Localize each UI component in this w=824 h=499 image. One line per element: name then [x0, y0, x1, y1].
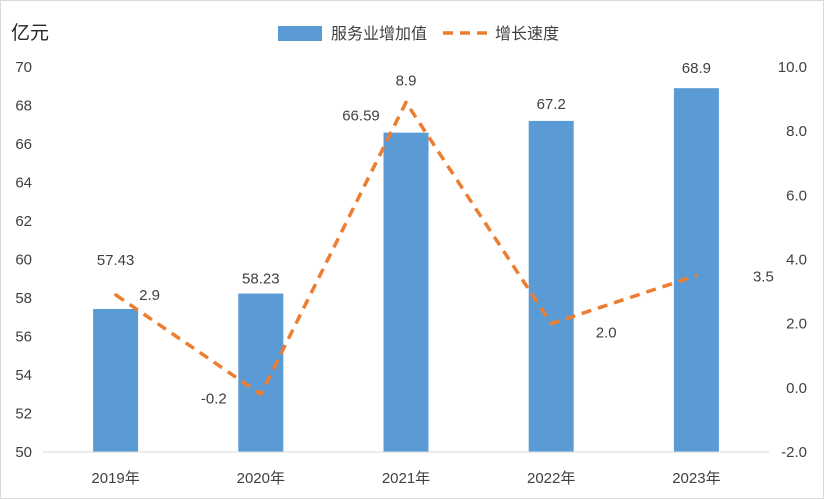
bar-data-label: 67.2 [537, 96, 566, 113]
y-left-tick-label: 64 [15, 175, 32, 192]
x-tick-label: 2022年 [527, 470, 575, 487]
legend-line-label: 增长速度 [495, 25, 559, 43]
x-tick-label: 2023年 [672, 470, 720, 487]
y-left-tick-label: 70 [15, 59, 32, 76]
growth-rate-point [404, 100, 408, 104]
y-right-tick-label: 4.0 [786, 252, 807, 269]
y-right-tick-label: 2.0 [786, 316, 807, 333]
growth-rate-point [114, 293, 118, 297]
bar [528, 120, 574, 453]
y-right-tick-label: 8.0 [786, 123, 807, 140]
y-left-tick-label: 52 [15, 406, 32, 423]
y-right-tick-label: -2.0 [781, 444, 807, 461]
y-left-tick-label: 58 [15, 290, 32, 307]
x-tick-label: 2021年 [382, 470, 430, 487]
legend-bar-label: 服务业增加值 [331, 25, 427, 43]
legend-bar-swatch [278, 26, 322, 41]
line-data-label: -0.2 [201, 390, 227, 407]
line-data-label: 8.9 [396, 72, 417, 89]
y-right-tick-label: 6.0 [786, 187, 807, 204]
growth-rate-point [549, 322, 553, 326]
y-left-tick-label: 60 [15, 252, 32, 269]
bar-data-label: 68.9 [682, 60, 711, 77]
y-left-tick-label: 56 [15, 329, 32, 346]
line-data-label: 2.0 [596, 325, 617, 342]
y-left-tick-label: 62 [15, 213, 32, 230]
x-tick-label: 2019年 [91, 470, 139, 487]
y-right-tick-label: 0.0 [786, 380, 807, 397]
x-tick-label: 2020年 [237, 470, 285, 487]
bar-data-label: 66.59 [342, 108, 380, 125]
y-left-tick-label: 54 [15, 367, 32, 384]
y-left-tick-label: 68 [15, 98, 32, 115]
bar [238, 293, 284, 452]
growth-rate-point [259, 392, 263, 396]
bar-data-label: 58.23 [242, 271, 280, 288]
growth-rate-point [694, 274, 698, 278]
bar [673, 88, 719, 453]
y-right-tick-label: 10.0 [778, 59, 807, 76]
unit-label: 亿元 [11, 22, 49, 44]
line-data-label: 2.9 [139, 287, 160, 304]
line-data-label: 3.5 [753, 269, 774, 286]
bar [93, 308, 139, 452]
bar-data-label: 57.43 [97, 252, 135, 269]
y-left-tick-label: 66 [15, 136, 32, 153]
y-left-tick-label: 50 [15, 444, 32, 461]
bar [383, 132, 429, 452]
